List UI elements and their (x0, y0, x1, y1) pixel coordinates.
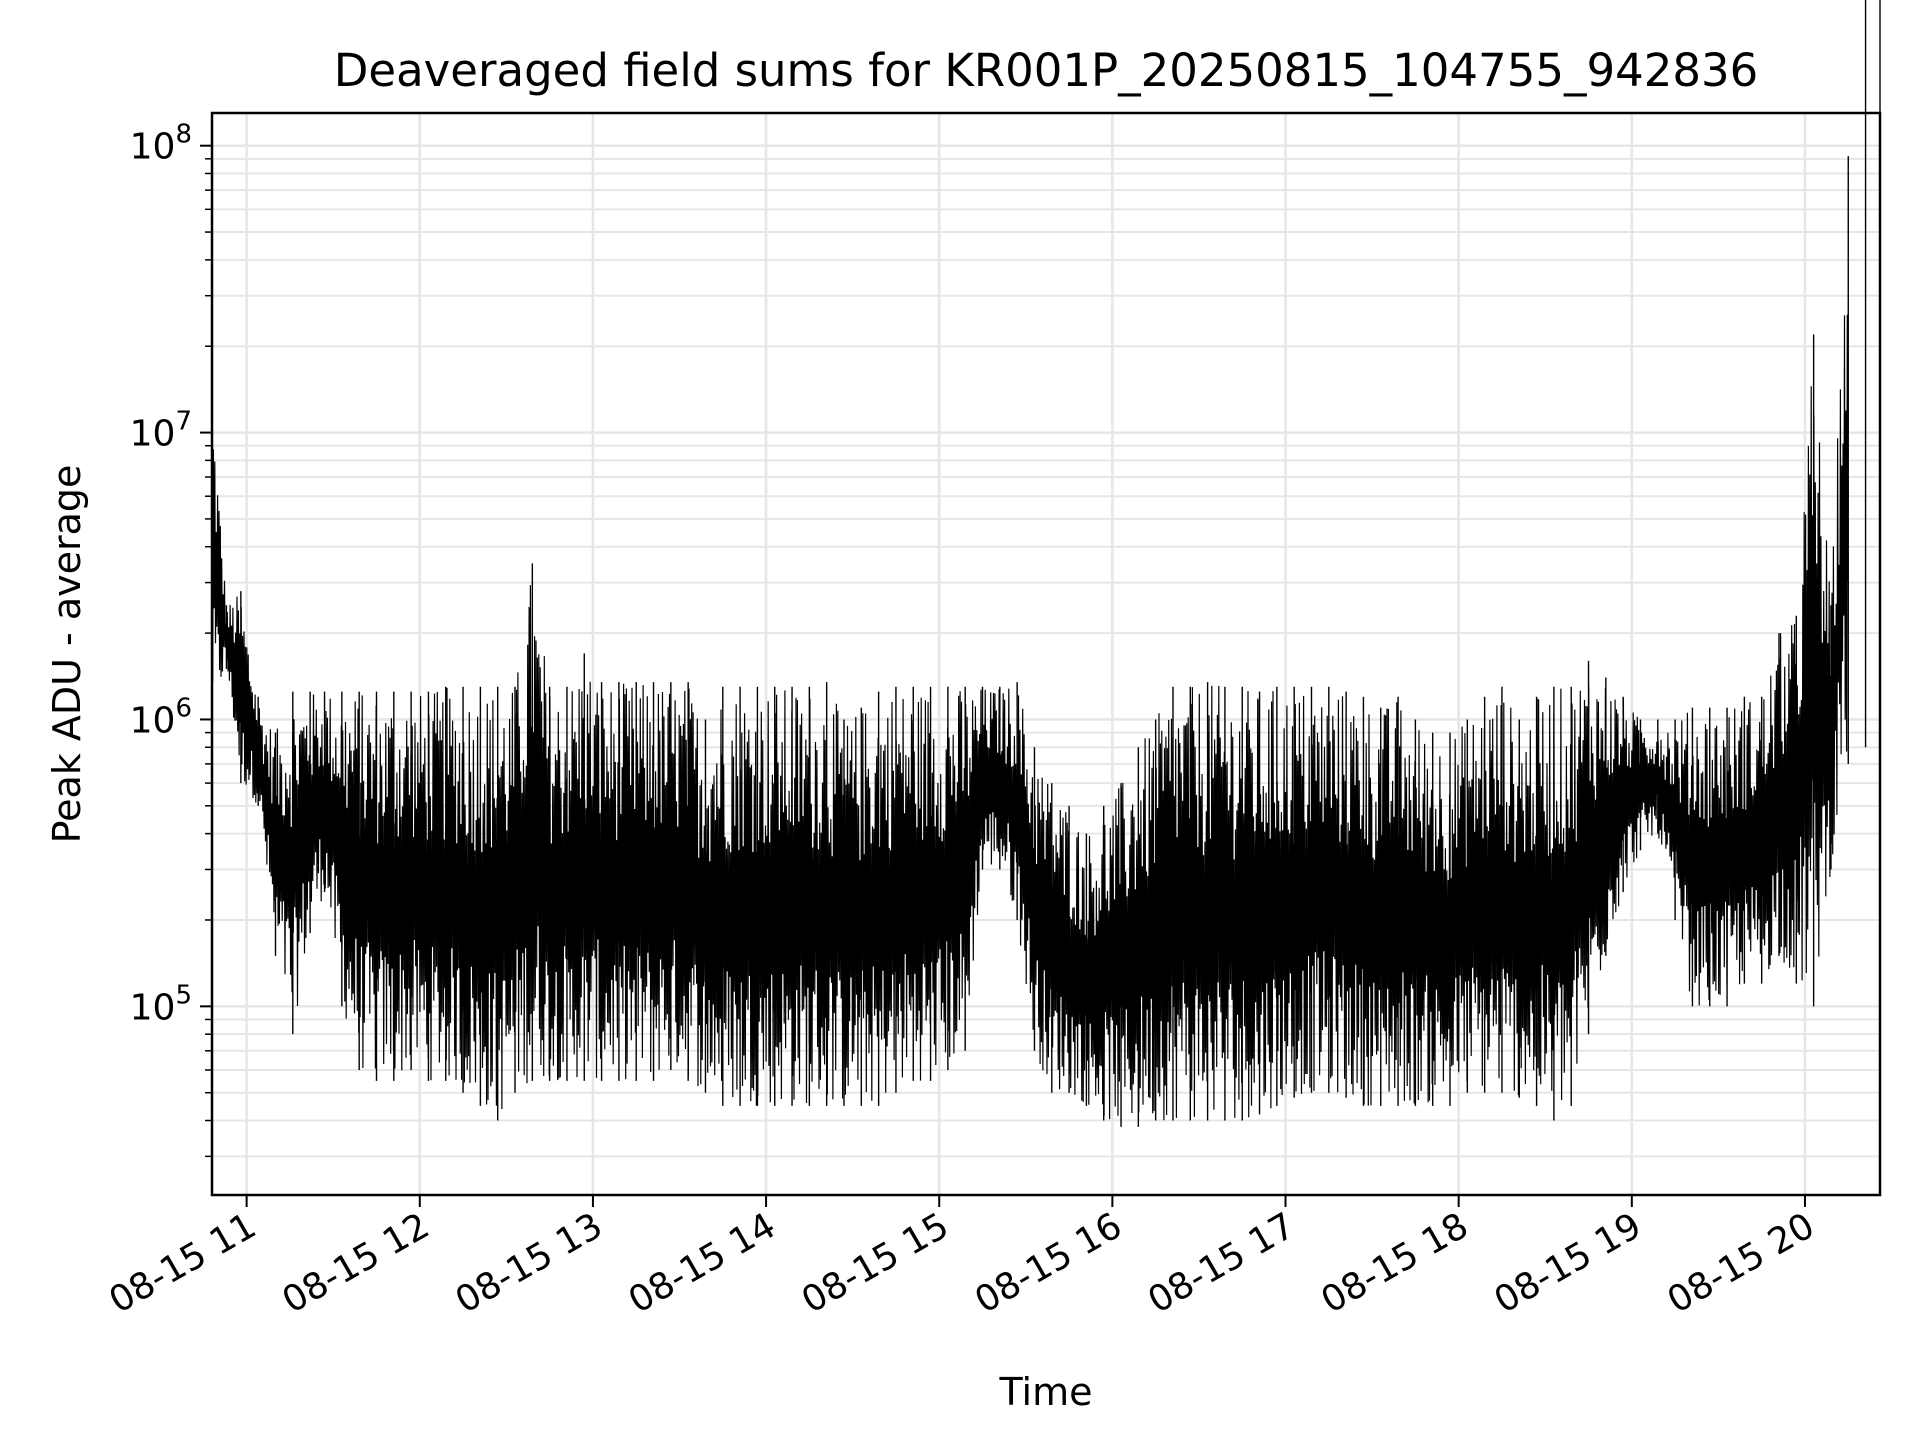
y-tick-base: 10 (130, 987, 176, 1028)
chart-title: Deaveraged field sums for KR001P_2025081… (334, 44, 1758, 97)
series-layer (211, 0, 1881, 1127)
y-tick-exponent: 6 (175, 693, 192, 723)
y-tick-exponent: 5 (175, 980, 192, 1010)
y-tick-base: 10 (130, 700, 176, 741)
y-tick-label: 107 (130, 407, 192, 455)
plot-frame (210, 111, 1882, 1197)
x-axis-label: Time (999, 1370, 1093, 1414)
y-tick-label: 105 (130, 980, 192, 1028)
y-tick-base: 10 (130, 127, 176, 168)
series-line (211, 314, 1849, 1121)
y-tick-label: 108 (130, 120, 192, 168)
y-axis-label: Peak ADU - average (45, 465, 89, 844)
y-tick-exponent: 8 (175, 120, 192, 150)
y-tick-exponent: 7 (175, 407, 192, 437)
y-tick-label: 106 (130, 693, 192, 741)
y-tick-base: 10 (130, 414, 176, 455)
